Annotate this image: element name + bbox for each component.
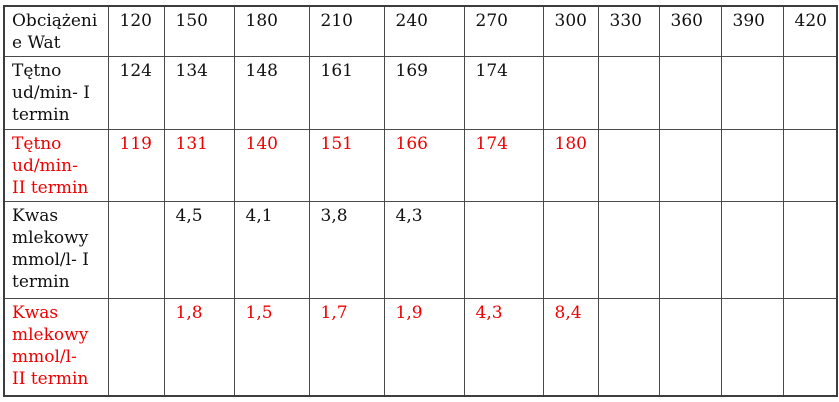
- data-cell: [658, 201, 722, 299]
- data-cell: [658, 56, 722, 130]
- data-cell: [107, 201, 165, 299]
- data-cell: 1,7: [308, 298, 385, 396]
- data-cell: 119: [107, 129, 165, 202]
- data-cell: [720, 129, 784, 202]
- data-cell: [542, 56, 599, 130]
- data-cell: [782, 201, 838, 299]
- column-header-cell: 180: [233, 5, 310, 57]
- data-cell: 124: [107, 56, 165, 130]
- data-cell: 161: [308, 56, 385, 130]
- data-cell: [720, 201, 784, 299]
- table-row-kwas-1: Kwas mlekowy mmol/l- I termin 4,5 4,1 3,…: [3, 201, 838, 299]
- data-cell: 1,8: [163, 298, 235, 396]
- data-cell: 174: [463, 129, 544, 202]
- data-cell: 140: [233, 129, 310, 202]
- column-header-cell: 150: [163, 5, 235, 57]
- data-cell: 1,5: [233, 298, 310, 396]
- header-label-cell: Obciążeni e Wat: [3, 5, 109, 57]
- data-cell: [597, 56, 660, 130]
- data-cell: [782, 56, 838, 130]
- data-cell: 1,9: [383, 298, 465, 396]
- data-cell: [597, 298, 660, 396]
- row-label-cell: Kwas mlekowy mmol/l- I termin: [3, 201, 109, 299]
- column-header-cell: 390: [720, 5, 784, 57]
- data-cell: [782, 298, 838, 396]
- data-cell: [658, 129, 722, 202]
- table-row-tetno-2: Tętno ud/min- II termin 119 131 140 151 …: [3, 129, 838, 202]
- data-cell: 4,1: [233, 201, 310, 299]
- column-header-cell: 300: [542, 5, 599, 57]
- results-table: Obciążeni e Wat 120 150 180 210 240 270 …: [3, 5, 838, 397]
- data-cell: [107, 298, 165, 396]
- data-cell: [597, 201, 660, 299]
- column-header-cell: 270: [463, 5, 544, 57]
- data-cell: [720, 56, 784, 130]
- data-cell: 4,3: [463, 298, 544, 396]
- data-cell: 4,5: [163, 201, 235, 299]
- data-cell: 148: [233, 56, 310, 130]
- data-cell: 8,4: [542, 298, 599, 396]
- row-label-cell: Kwas mlekowy mmol/l- II termin: [3, 298, 109, 396]
- data-cell: 166: [383, 129, 465, 202]
- data-cell: [597, 129, 660, 202]
- data-cell: [782, 129, 838, 202]
- data-cell: 174: [463, 56, 544, 130]
- column-header-cell: 330: [597, 5, 660, 57]
- data-cell: [720, 298, 784, 396]
- data-cell: 134: [163, 56, 235, 130]
- data-cell: [542, 201, 599, 299]
- data-cell: [463, 201, 544, 299]
- column-header-cell: 420: [782, 5, 838, 57]
- column-header-cell: 240: [383, 5, 465, 57]
- data-cell: 151: [308, 129, 385, 202]
- column-header-cell: 210: [308, 5, 385, 57]
- table-row-kwas-2: Kwas mlekowy mmol/l- II termin 1,8 1,5 1…: [3, 298, 838, 396]
- data-cell: 169: [383, 56, 465, 130]
- data-cell: 3,8: [308, 201, 385, 299]
- data-cell: [658, 298, 722, 396]
- header-row: Obciążeni e Wat 120 150 180 210 240 270 …: [3, 5, 838, 57]
- data-cell: 131: [163, 129, 235, 202]
- column-header-cell: 360: [658, 5, 722, 57]
- data-cell: 4,3: [383, 201, 465, 299]
- data-cell: 180: [542, 129, 599, 202]
- row-label-cell: Tętno ud/min- II termin: [3, 129, 109, 202]
- table-row-tetno-1: Tętno ud/min- I termin 124 134 148 161 1…: [3, 56, 838, 130]
- row-label-cell: Tętno ud/min- I termin: [3, 56, 109, 130]
- column-header-cell: 120: [107, 5, 165, 57]
